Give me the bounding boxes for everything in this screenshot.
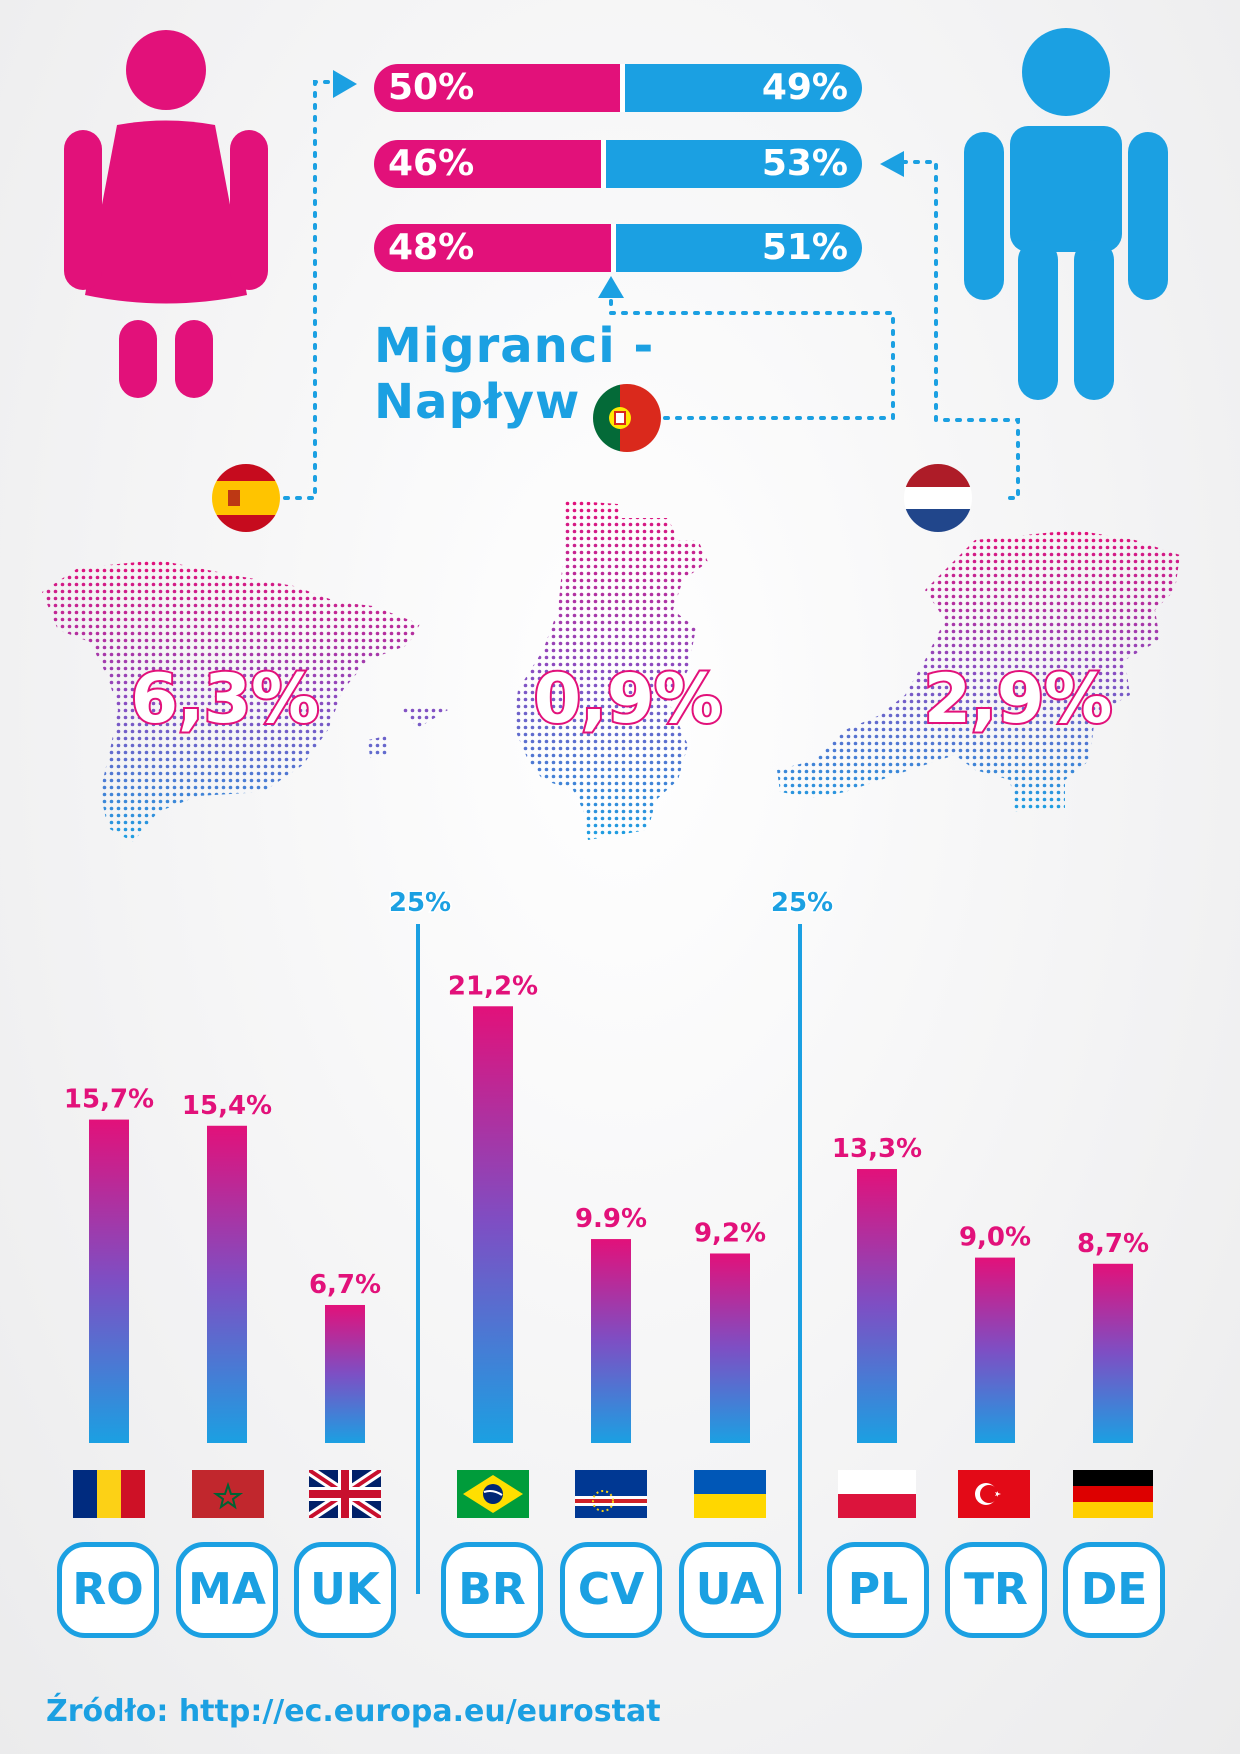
woman-icon: [64, 30, 268, 398]
ma-flag-icon: [192, 1470, 264, 1518]
country-code-ua: UA: [679, 1542, 781, 1638]
netherlands-flag-icon: [904, 464, 972, 532]
value-label-uk: 6,7%: [309, 1270, 381, 1300]
country-code-br: BR: [441, 1542, 543, 1638]
country-code-pl: PL: [827, 1542, 929, 1638]
bar-pl: [857, 1169, 897, 1443]
value-label-ua: 9,2%: [694, 1218, 766, 1248]
spain-flag-icon: [212, 464, 280, 532]
br-flag-icon: [457, 1470, 529, 1518]
country-code-de: DE: [1063, 1542, 1165, 1638]
bar-ma: [207, 1125, 247, 1443]
group-divider: [798, 924, 802, 1594]
bar-ua: [710, 1253, 750, 1443]
bar-de: [1093, 1263, 1133, 1443]
source-text: Źródło: http://ec.europa.eu/eurostat: [46, 1694, 661, 1729]
bar-chart: 15,7% 15,4% 6,7% 21,2% 9.9% 9,2% 13,3% 9,0% 8,7%: [64, 971, 1149, 1443]
female-share: 50%: [374, 64, 621, 112]
country-code-uk: UK: [294, 1542, 396, 1638]
value-label-br: 21,2%: [448, 971, 538, 1001]
value-label-ma: 15,4%: [182, 1091, 272, 1121]
female-share: 46%: [374, 140, 601, 188]
spain-map: [42, 560, 448, 842]
female-share: 48%: [374, 224, 611, 272]
netherlands-pct: 2,9%: [922, 658, 1115, 741]
scale-marker: 25%: [769, 887, 834, 920]
tr-flag-icon: [958, 1470, 1030, 1518]
pl-flag-icon: [838, 1470, 916, 1518]
bar-ro: [89, 1119, 129, 1443]
male-share: 51%: [615, 224, 862, 272]
gender-bar-portugal: 48% 51%: [374, 224, 862, 272]
gender-bar-netherlands: 46% 53%: [374, 140, 862, 188]
connector-lines: [283, 70, 1020, 500]
bar-br: [473, 1006, 513, 1443]
country-code-ma: MA: [176, 1542, 278, 1638]
value-label-pl: 13,3%: [832, 1134, 922, 1164]
man-icon: [964, 28, 1168, 400]
scale-marker: 25%: [387, 887, 452, 920]
cv-flag-icon: [575, 1470, 647, 1518]
portugal-flag-icon: [593, 384, 661, 452]
page-title: Migranci - Napływ: [374, 318, 655, 430]
portugal-map: [513, 500, 708, 840]
country-code-cv: CV: [560, 1542, 662, 1638]
bar-uk: [325, 1304, 365, 1443]
bar-tr: [975, 1257, 1015, 1443]
ua-flag-icon: [694, 1470, 766, 1518]
uk-flag-icon: [309, 1470, 381, 1518]
value-label-de: 8,7%: [1077, 1229, 1149, 1259]
ro-flag-icon: [73, 1470, 145, 1518]
male-share: 53%: [605, 140, 862, 188]
value-label-ro: 15,7%: [64, 1085, 154, 1115]
portugal-pct: 0,9%: [532, 658, 725, 741]
value-label-tr: 9,0%: [959, 1223, 1031, 1253]
gender-bar-spain: 50% 49%: [374, 64, 862, 112]
male-share: 49%: [625, 64, 862, 112]
value-label-cv: 9.9%: [575, 1204, 647, 1234]
netherlands-map: [777, 530, 1180, 812]
group-divider: [416, 924, 420, 1594]
country-code-tr: TR: [945, 1542, 1047, 1638]
de-flag-icon: [1073, 1470, 1153, 1518]
spain-pct: 6,3%: [129, 658, 322, 741]
country-code-ro: RO: [57, 1542, 159, 1638]
bar-cv: [591, 1239, 631, 1443]
